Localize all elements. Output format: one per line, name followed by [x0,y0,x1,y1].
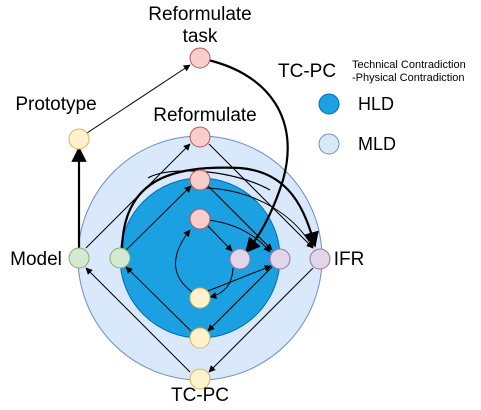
tcpc-bottom-label: TC-PC [171,385,229,406]
tcpc-outer-node[interactable] [189,368,211,390]
legend-tcpc-desc-line2: -Physical Contradiction [352,72,465,84]
legend-mld-label: MLD [358,134,396,154]
ifr-mid-node[interactable] [269,248,291,270]
hld-circle [119,177,281,339]
prototype-label: Prototype [15,94,96,115]
middle-diamond-edges [125,185,273,332]
legend-tcpc-desc-line1: Technical Contradiction [352,59,466,71]
ifr-label: IFR [334,249,365,270]
tcpc-inner-node[interactable] [189,287,211,309]
outer-diamond-edges [85,143,314,373]
legend-hld-label: HLD [358,94,394,114]
reformulate-label: Reformulate [153,105,257,126]
legend: TC-PC Technical Contradiction -Physical … [278,59,466,155]
legend-tcpc-label: TC-PC [278,61,336,82]
reformulate-node[interactable] [189,126,211,148]
thin-connections [86,64,314,249]
legend-mld-swatch [318,133,340,155]
ifr-inner-node[interactable] [229,248,251,270]
reformulate-inner-node[interactable] [189,208,211,230]
model-label: Model [10,249,62,270]
prototype-node[interactable] [68,128,90,150]
inner-loop-edges [175,219,272,300]
reformulate-task-node[interactable] [189,47,211,69]
ifr-outer-node[interactable] [309,248,331,270]
tcpc-mid-node[interactable] [189,327,211,349]
reformulate-task-label-line1: Reformulate [148,4,252,25]
reformulate-mid-node[interactable] [189,169,211,191]
thick-arcs [71,58,319,254]
model-mid-node[interactable] [109,247,131,269]
reformulate-task-label-line2: task [183,26,218,47]
model-outer-node[interactable] [68,247,90,269]
legend-hld-swatch [318,93,340,115]
